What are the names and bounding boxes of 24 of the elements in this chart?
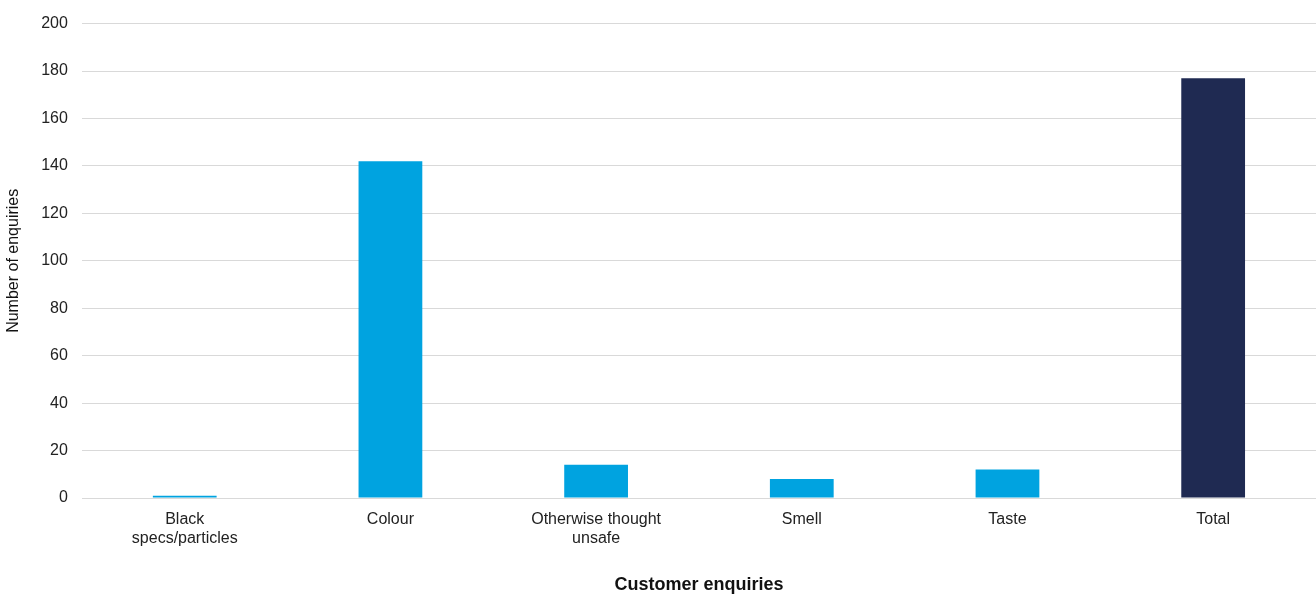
y-axis-title: Number of enquiries (4, 188, 22, 333)
bar (1181, 78, 1246, 498)
y-tick-label: 0 (58, 488, 68, 506)
x-tick-label: Taste (988, 510, 1027, 528)
y-tick-label: 200 (41, 14, 68, 32)
y-tick-label: 120 (41, 203, 68, 221)
y-tick-label: 40 (50, 393, 68, 411)
y-tick-label: 60 (50, 346, 68, 364)
bar (975, 469, 1040, 498)
bar (358, 161, 423, 498)
y-tick-label: 80 (50, 298, 68, 316)
bar (769, 479, 834, 498)
x-axis-title: Customer enquiries (614, 574, 784, 595)
bar (564, 464, 628, 498)
x-tick-label: Colour (366, 510, 415, 528)
x-tick-label: Total (1196, 510, 1231, 528)
x-tick-label: Otherwise thought unsafe (531, 510, 662, 547)
x-tick-label: Smell (781, 510, 822, 528)
y-tick-label: 160 (41, 108, 68, 126)
y-tick-label: 140 (41, 156, 68, 174)
y-tick-label: 180 (41, 61, 68, 79)
x-tick-label: Black specs/particles (131, 510, 238, 547)
y-tick-label: 100 (41, 251, 68, 269)
y-tick-label: 20 (50, 440, 68, 458)
